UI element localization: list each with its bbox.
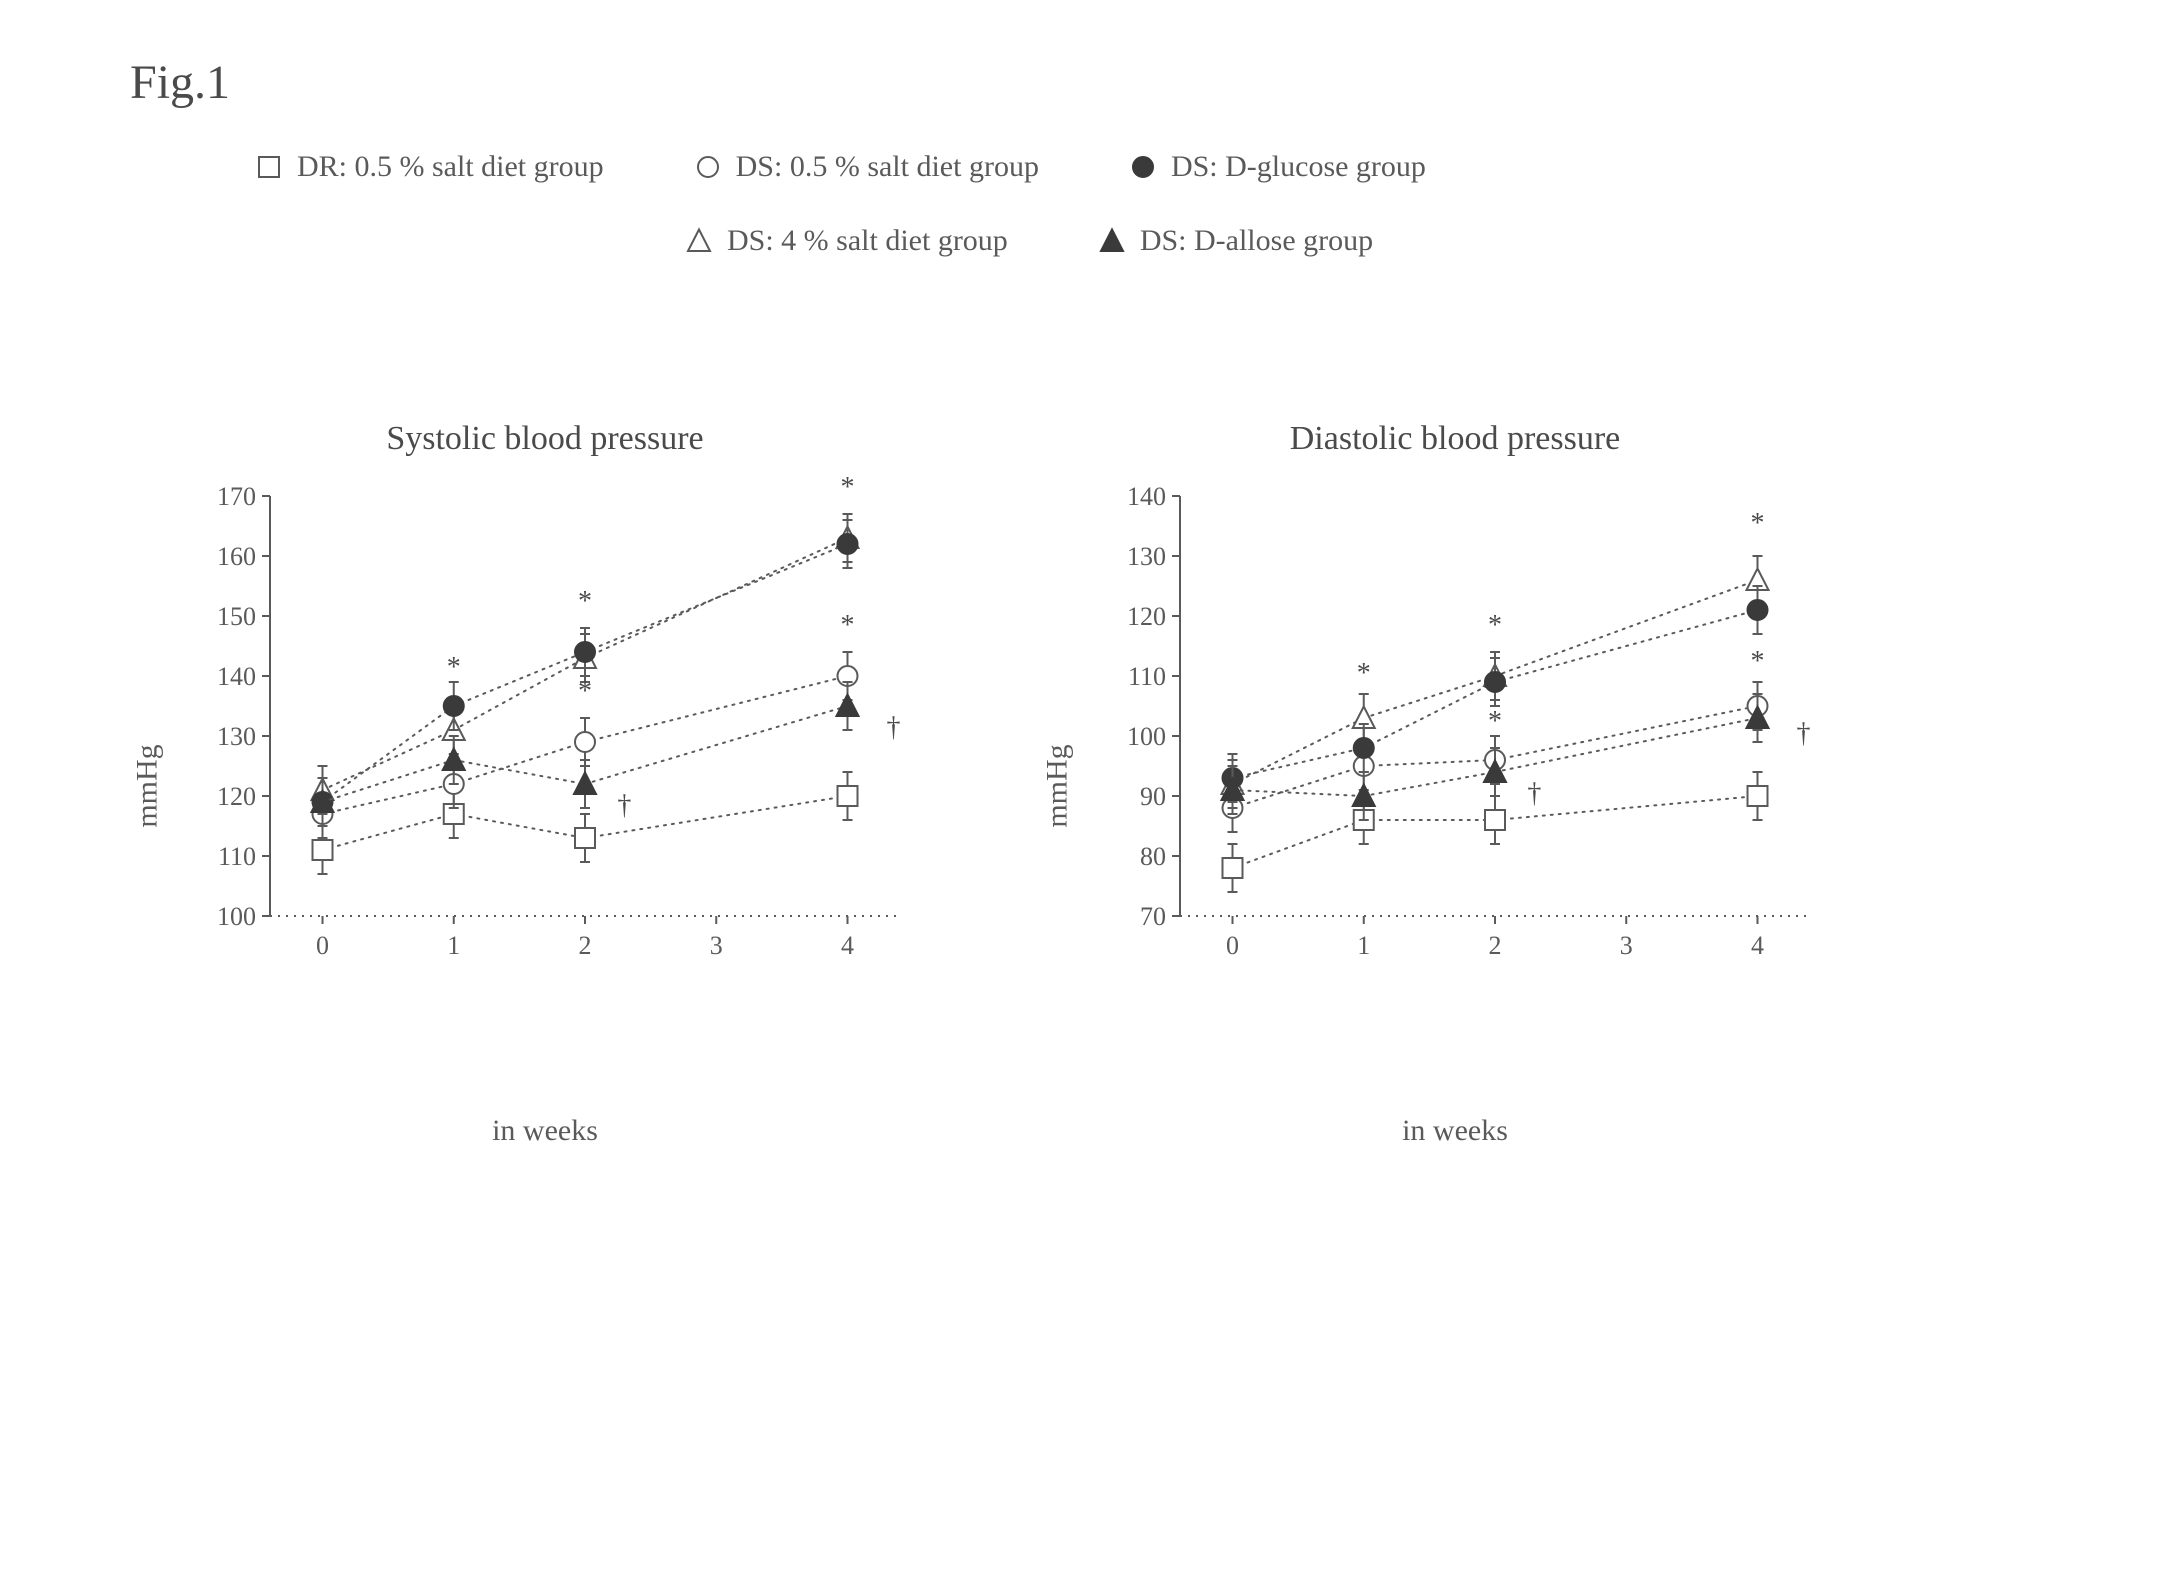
svg-text:*: * bbox=[578, 586, 592, 617]
legend-label: DR: 0.5 % salt diet group bbox=[297, 150, 604, 184]
circle-open-icon bbox=[694, 153, 722, 181]
y-axis-label: mmHg bbox=[131, 744, 165, 827]
plot-area: mmHg 70809010011012013014001234***†**† bbox=[1070, 476, 1840, 1096]
svg-text:*: * bbox=[841, 610, 855, 641]
svg-text:80: 80 bbox=[1140, 842, 1166, 871]
svg-text:2: 2 bbox=[579, 931, 592, 960]
figure-label: Fig.1 bbox=[130, 55, 230, 110]
legend-label: DS: D-glucose group bbox=[1171, 150, 1426, 184]
legend-item-DSglu: DS: D-glucose group bbox=[1129, 150, 1426, 184]
svg-text:*: * bbox=[1357, 658, 1371, 689]
svg-text:130: 130 bbox=[217, 722, 256, 751]
svg-text:160: 160 bbox=[217, 542, 256, 571]
svg-text:*: * bbox=[1751, 508, 1765, 539]
plot-area: mmHg 10011012013014015016017001234***†**… bbox=[160, 476, 930, 1096]
x-axis-label: in weeks bbox=[160, 1114, 930, 1148]
svg-text:170: 170 bbox=[217, 482, 256, 511]
chart-diastolic: Diastolic blood pressure mmHg 7080901001… bbox=[1070, 420, 1840, 1148]
svg-text:4: 4 bbox=[1751, 931, 1764, 960]
legend-row-1: DR: 0.5 % salt diet group DS: 0.5 % salt … bbox=[255, 150, 1815, 184]
svg-text:†: † bbox=[1527, 778, 1541, 809]
legend-item-DSall: DS: D-allose group bbox=[1098, 224, 1373, 258]
svg-text:150: 150 bbox=[217, 602, 256, 631]
svg-text:140: 140 bbox=[217, 662, 256, 691]
y-axis-label: mmHg bbox=[1041, 744, 1075, 827]
svg-text:1: 1 bbox=[447, 931, 460, 960]
legend-row-2: DS: 4 % salt diet group DS: D-allose grou… bbox=[255, 224, 1815, 258]
svg-text:†: † bbox=[617, 790, 631, 821]
chart-title: Systolic blood pressure bbox=[160, 420, 930, 458]
svg-text:†: † bbox=[1796, 718, 1810, 749]
svg-text:120: 120 bbox=[1127, 602, 1166, 631]
legend-label: DS: 0.5 % salt diet group bbox=[736, 150, 1039, 184]
x-axis-label: in weeks bbox=[1070, 1114, 1840, 1148]
svg-text:100: 100 bbox=[1127, 722, 1166, 751]
triangle-filled-icon bbox=[1098, 227, 1126, 255]
svg-text:4: 4 bbox=[841, 931, 854, 960]
svg-text:3: 3 bbox=[710, 931, 723, 960]
svg-text:*: * bbox=[447, 652, 461, 683]
triangle-open-icon bbox=[685, 227, 713, 255]
svg-text:130: 130 bbox=[1127, 542, 1166, 571]
svg-text:110: 110 bbox=[218, 842, 256, 871]
svg-text:2: 2 bbox=[1489, 931, 1502, 960]
legend-item-DS05: DS: 0.5 % salt diet group bbox=[694, 150, 1039, 184]
svg-text:90: 90 bbox=[1140, 782, 1166, 811]
svg-text:*: * bbox=[578, 676, 592, 707]
chart-svg-diastolic: 70 80 90 100 110 120 130 140 0 1 2 3 4 * * * † * * † bbox=[1070, 476, 1840, 996]
svg-text:*: * bbox=[1751, 646, 1765, 677]
chart-title: Diastolic blood pressure bbox=[1070, 420, 1840, 458]
svg-text:*: * bbox=[1488, 610, 1502, 641]
svg-text:3: 3 bbox=[1620, 931, 1633, 960]
charts-container: Systolic blood pressure mmHg 10011012013… bbox=[160, 420, 1840, 1148]
svg-text:100: 100 bbox=[217, 902, 256, 931]
legend-label: DS: D-allose group bbox=[1140, 224, 1373, 258]
legend-item-DR05: DR: 0.5 % salt diet group bbox=[255, 150, 604, 184]
svg-text:110: 110 bbox=[1128, 662, 1166, 691]
svg-text:70: 70 bbox=[1140, 902, 1166, 931]
legend: DR: 0.5 % salt diet group DS: 0.5 % salt … bbox=[255, 150, 1815, 298]
svg-text:120: 120 bbox=[217, 782, 256, 811]
chart-systolic: Systolic blood pressure mmHg 10011012013… bbox=[160, 420, 930, 1148]
legend-label: DS: 4 % salt diet group bbox=[727, 224, 1008, 258]
chart-svg-systolic: 100 110 120 130 140 150 160 170 0 1 2 3 4 * * * † * * † bbox=[160, 476, 930, 996]
svg-text:0: 0 bbox=[1226, 931, 1239, 960]
svg-text:140: 140 bbox=[1127, 482, 1166, 511]
svg-text:1: 1 bbox=[1357, 931, 1370, 960]
circle-filled-icon bbox=[1129, 153, 1157, 181]
svg-text:*: * bbox=[841, 476, 855, 503]
svg-text:0: 0 bbox=[316, 931, 329, 960]
svg-text:*: * bbox=[1488, 706, 1502, 737]
svg-text:†: † bbox=[886, 712, 900, 743]
square-open-icon bbox=[255, 153, 283, 181]
legend-item-DS4: DS: 4 % salt diet group bbox=[685, 224, 1008, 258]
